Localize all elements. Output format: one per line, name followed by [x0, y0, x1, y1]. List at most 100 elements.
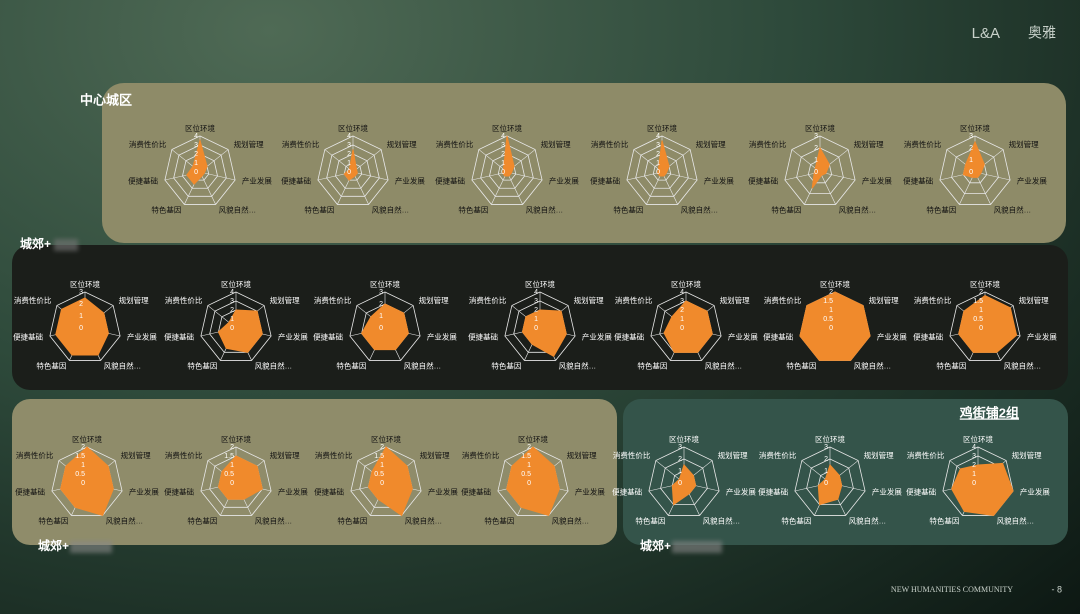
axis-label: 风貌自然…: [705, 361, 743, 371]
axis-label: 特色基因: [771, 205, 801, 215]
axis-label: 产业发展: [129, 487, 159, 497]
axis-label: 产业发展: [728, 332, 758, 342]
axis-label: 区位环境: [221, 279, 251, 289]
axis-label: 规划管理: [419, 295, 449, 305]
tick-label: 1: [81, 462, 85, 469]
grid-ring: [497, 162, 517, 181]
axis-label: 消费性价比: [462, 450, 500, 460]
tick-label: 3: [680, 298, 684, 305]
radar-area: [817, 464, 843, 506]
panel-label: 中心城区: [80, 92, 132, 107]
axis-label: 便捷基础: [164, 487, 194, 497]
axis-label: 消费性价比: [129, 139, 167, 149]
tick-label: 0: [656, 169, 660, 176]
grid-ring: [942, 446, 1014, 516]
footer-text: NEW HUMANITIES COMMUNITY: [891, 585, 1013, 594]
tick-label: 0: [379, 325, 383, 332]
redacted: [54, 239, 78, 251]
grid-ring: [182, 153, 218, 189]
radar-area: [962, 140, 985, 178]
tick-label: 1: [230, 316, 234, 323]
axis-label: 便捷基础: [590, 176, 620, 186]
tick-label: 1.5: [224, 453, 234, 460]
grid-ring: [951, 147, 999, 195]
tick-label: 1: [534, 316, 538, 323]
tick-label: 3: [678, 444, 682, 451]
axis-label: 便捷基础: [614, 332, 644, 342]
axis-label: 区位环境: [963, 434, 993, 444]
axis-label: 消费性价比: [436, 139, 474, 149]
radar-area: [951, 462, 1014, 516]
axis-label: 产业发展: [242, 176, 272, 186]
grid-ring: [350, 446, 422, 516]
grid-ring: [343, 162, 363, 181]
tick-label: 1: [979, 307, 983, 314]
grid-ring: [49, 291, 121, 361]
axis-label: 消费性价比: [904, 139, 942, 149]
panel-label: 城郊+: [640, 538, 671, 553]
axis-label: 便捷基础: [435, 176, 465, 186]
axis-label: 产业发展: [428, 487, 458, 497]
tick-label: 1: [972, 471, 976, 478]
axis-label: 特色基因: [926, 205, 956, 215]
tick-label: 2: [969, 145, 973, 152]
axis-label: 便捷基础: [906, 487, 936, 497]
axis-label: 规划管理: [869, 295, 899, 305]
spoke: [661, 171, 698, 181]
tick-label: 0: [347, 169, 351, 176]
axis-label: 消费性价比: [764, 295, 802, 305]
tick-label: 1: [79, 313, 83, 320]
axis-label: 便捷基础: [461, 487, 491, 497]
grid-ring: [164, 135, 236, 205]
panel-label: 城郊+: [38, 538, 69, 553]
axis-label: 特色基因: [491, 361, 521, 371]
axis-label: 风貌自然…: [405, 516, 443, 526]
axis-label: 风貌自然…: [559, 361, 597, 371]
tick-label: 0.5: [973, 316, 983, 323]
radar-area: [657, 140, 670, 177]
tick-label: 0: [534, 325, 538, 332]
grid-ring: [200, 446, 272, 516]
axis-label: 区位环境: [221, 434, 251, 444]
grid-ring: [504, 291, 576, 361]
spoke: [352, 171, 389, 181]
axis-label: 特色基因: [151, 205, 181, 215]
axis-label: 产业发展: [278, 487, 308, 497]
tick-label: 2: [824, 456, 828, 463]
axis-label: 消费性价比: [759, 450, 797, 460]
axis-label: 便捷基础: [468, 332, 498, 342]
tick-label: 2: [979, 289, 983, 296]
tick-label: 0: [230, 325, 234, 332]
tick-label: 3: [194, 142, 198, 149]
axis-label: 特色基因: [36, 361, 66, 371]
axis-label: 产业发展: [278, 332, 308, 342]
axis-label: 便捷基础: [758, 487, 788, 497]
tick-label: 2: [79, 301, 83, 308]
radar-area: [217, 309, 263, 353]
tick-label: 1: [829, 307, 833, 314]
axis-label: 风貌自然…: [854, 361, 892, 371]
axis-label: 区位环境: [815, 434, 845, 444]
axis-label: 规划管理: [718, 450, 748, 460]
axis-label: 规划管理: [119, 295, 149, 305]
grid-ring: [335, 153, 371, 189]
axis-label: 风貌自然…: [839, 205, 877, 215]
tick-label: 0: [79, 325, 83, 332]
axis-label: 特色基因: [38, 516, 68, 526]
tick-label: 1: [814, 157, 818, 164]
axis-label: 特色基因: [484, 516, 514, 526]
redacted: [672, 541, 722, 553]
tick-label: 0: [81, 480, 85, 487]
axis-label: 便捷基础: [763, 332, 793, 342]
axis-label: 风貌自然…: [255, 361, 292, 371]
radar-area: [799, 291, 871, 361]
axis-label: 规划管理: [234, 139, 264, 149]
grid-ring: [173, 144, 227, 197]
axis-label: 规划管理: [1019, 295, 1049, 305]
tick-label: 1: [380, 462, 384, 469]
axis-label: 区位环境: [805, 123, 835, 133]
axis-label: 风貌自然…: [994, 205, 1032, 215]
axis-label: 特色基因: [336, 361, 366, 371]
axis-label: 风貌自然…: [1004, 361, 1042, 371]
spoke: [199, 171, 216, 205]
